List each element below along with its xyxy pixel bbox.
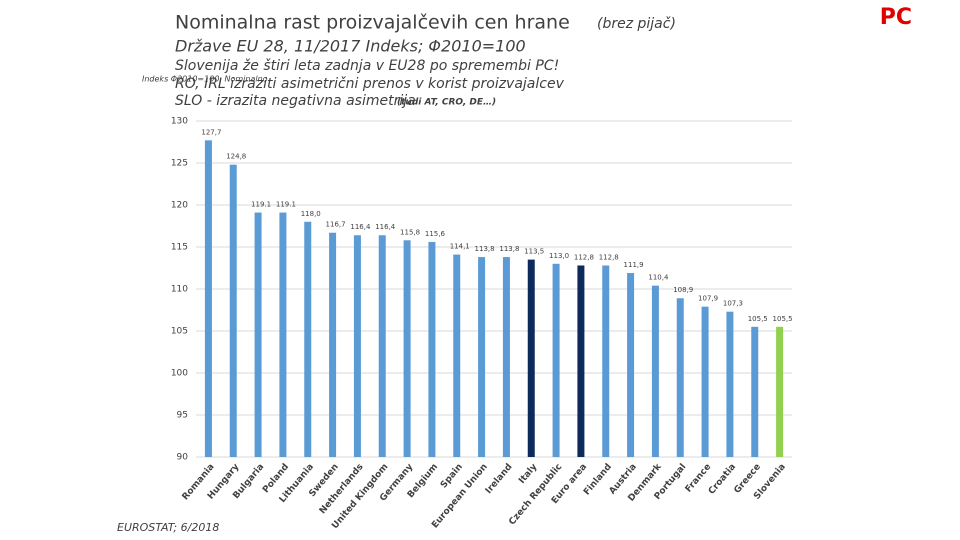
bar	[453, 254, 461, 457]
note: RO, IRL izraziti asimetrični prenos v ko…	[175, 76, 565, 92]
bar	[776, 326, 784, 457]
bar	[204, 140, 212, 457]
bar	[751, 326, 759, 457]
bar	[229, 164, 237, 457]
y-tick-label: 115	[171, 243, 188, 253]
value-label: 113,5	[524, 248, 544, 256]
y-tick-label: 105	[171, 327, 188, 337]
note: SLO - izrazita negativna asimetrija	[175, 93, 416, 109]
value-label: 105,5	[748, 315, 768, 323]
value-label: 113,8	[475, 245, 495, 253]
title-note: (brez pijač)	[597, 16, 676, 32]
value-label: 112,8	[574, 253, 594, 261]
value-label: 105,5	[773, 315, 793, 323]
y-tick-label: 130	[171, 117, 188, 127]
value-label: 119.1	[251, 201, 271, 209]
bar	[651, 285, 659, 457]
bar	[627, 273, 635, 457]
bar	[428, 241, 436, 457]
value-label: 116,4	[375, 223, 396, 231]
y-tick-label: 90	[177, 453, 189, 463]
bar	[726, 311, 734, 457]
bar	[602, 265, 610, 457]
y-tick-label: 110	[171, 285, 188, 295]
value-label: 108,9	[673, 286, 693, 294]
y-tick-label: 95	[177, 411, 188, 421]
value-label: 112,8	[599, 253, 619, 261]
subtitle: Države EU 28, 11/2017 Indeks; Φ2010=100	[175, 37, 526, 56]
value-label: 107,3	[723, 300, 743, 308]
bar	[353, 235, 361, 457]
bar	[329, 232, 337, 457]
note-aside: (tudi AT, CRO, DE…)	[397, 98, 496, 108]
corner-label: PC	[880, 5, 912, 30]
overlay-label: Indeks Φ2010=100, Nominalno	[142, 75, 268, 84]
value-label: 119.1	[276, 201, 296, 209]
bar	[378, 235, 386, 457]
value-label: 115,6	[425, 230, 446, 238]
source: EUROSTAT; 6/2018	[117, 521, 219, 534]
bar	[478, 257, 486, 457]
value-label: 118,0	[301, 210, 321, 218]
bar	[701, 306, 709, 457]
slide-title: Nominalna rast proizvajalčevih cen hrane	[175, 12, 570, 34]
value-label: 107,9	[698, 295, 718, 303]
bar	[403, 240, 411, 457]
value-label: 113,0	[549, 252, 569, 260]
bar	[502, 257, 510, 457]
bar	[676, 298, 684, 457]
x-tick-label: Italy	[517, 462, 539, 486]
note: Slovenija že štiri leta zadnja v EU28 po…	[175, 58, 559, 74]
value-label: 115,8	[400, 228, 420, 236]
bar	[279, 212, 287, 457]
value-label: 116,4	[350, 223, 371, 231]
bar	[527, 259, 535, 457]
value-label: 114,1	[450, 243, 470, 251]
value-label: 124,8	[226, 153, 246, 161]
x-tick-label: Ireland	[484, 462, 515, 496]
y-tick-label: 100	[171, 369, 188, 379]
bar	[304, 221, 312, 457]
y-tick-label: 120	[171, 201, 188, 211]
bar	[552, 263, 560, 457]
value-label: 127,7	[201, 128, 221, 136]
y-tick-label: 125	[171, 159, 188, 169]
value-label: 110,4	[648, 274, 669, 282]
value-label: 113,8	[499, 245, 519, 253]
value-label: 111,9	[624, 261, 644, 269]
bar	[254, 212, 262, 457]
value-label: 116,7	[326, 221, 346, 229]
bar	[577, 265, 585, 457]
